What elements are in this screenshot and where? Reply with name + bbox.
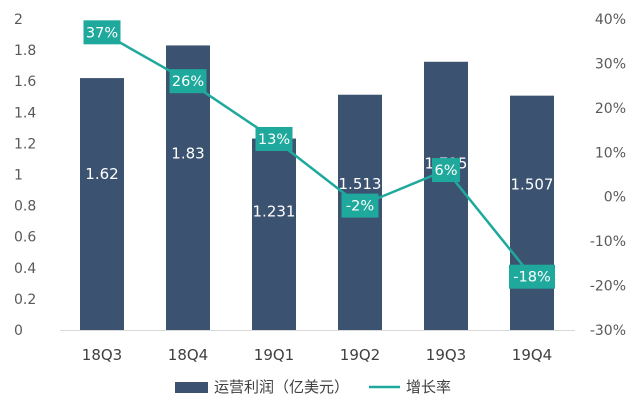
bar-value-label: 1.62: [85, 165, 118, 183]
rate-labels: 37% 26% 13% -2% 6% -18%: [83, 20, 555, 289]
legend-bar-swatch: [175, 382, 208, 393]
bar-19Q1: [252, 138, 296, 330]
bar-value-label: 1.507: [511, 176, 554, 194]
left-tick-label: 0.6: [14, 230, 36, 246]
right-tick-label: 30%: [595, 56, 626, 72]
left-tick-label: 1: [14, 168, 23, 184]
category-label: 19Q2: [340, 346, 380, 364]
rate-value-label: 13%: [258, 132, 290, 148]
rate-value-label: 26%: [172, 74, 204, 90]
bar-value-label: 1.83: [171, 145, 204, 163]
rate-value-label: -2%: [346, 199, 374, 215]
left-tick-label: 0.4: [14, 261, 36, 277]
right-tick-label: 0%: [604, 190, 626, 206]
rate-value-label: 6%: [434, 163, 457, 179]
bar-19Q3: [424, 61, 468, 330]
bars: [80, 45, 554, 331]
right-tick-label: -30%: [590, 323, 626, 339]
bar-value-label: 1.231: [253, 202, 296, 220]
category-axis: 18Q3 18Q4 19Q1 19Q2 19Q3 19Q4: [60, 330, 575, 364]
rate-label-box: [509, 264, 555, 289]
legend-bar-label: 运营利润（亿美元）: [214, 378, 349, 396]
right-axis: -30% -20% -10% 0% 10% 20% 30% 40%: [590, 12, 626, 339]
left-tick-label: 0.2: [14, 292, 36, 308]
left-tick-label: 1.4: [14, 105, 36, 121]
rate-label-box: [169, 69, 207, 94]
left-tick-label: 0: [14, 323, 23, 339]
left-tick-label: 0.8: [14, 199, 36, 215]
bar-19Q4: [510, 95, 554, 330]
right-tick-label: 20%: [595, 101, 626, 117]
category-label: 18Q4: [168, 346, 208, 364]
right-tick-label: -10%: [590, 234, 626, 250]
left-tick-label: 1.8: [14, 43, 36, 59]
rate-label-box: [432, 158, 460, 183]
right-tick-label: 10%: [595, 145, 626, 161]
category-label: 18Q3: [82, 346, 122, 364]
rate-label-box: [255, 126, 293, 151]
category-label: 19Q3: [426, 346, 466, 364]
right-tick-label: -20%: [590, 279, 626, 295]
legend: 运营利润（亿美元） 增长率: [175, 378, 451, 396]
rate-value-label: 37%: [86, 25, 118, 41]
category-label: 19Q4: [512, 346, 552, 364]
left-tick-label: 1.6: [14, 74, 36, 90]
category-label: 19Q1: [254, 346, 294, 364]
right-tick-label: 40%: [595, 12, 626, 28]
rate-label-box: [83, 20, 121, 45]
left-tick-label: 1.2: [14, 136, 36, 152]
rate-value-label: -18%: [513, 270, 550, 286]
legend-line-label: 增长率: [406, 378, 451, 396]
left-axis: 0 0.2 0.4 0.6 0.8 1 1.2 1.4 1.6 1.8 2: [14, 12, 36, 339]
bar-18Q3: [80, 78, 124, 330]
bar-value-label: 1.513: [339, 175, 382, 193]
left-tick-label: 2: [14, 12, 23, 28]
rate-label-box: [341, 193, 379, 218]
